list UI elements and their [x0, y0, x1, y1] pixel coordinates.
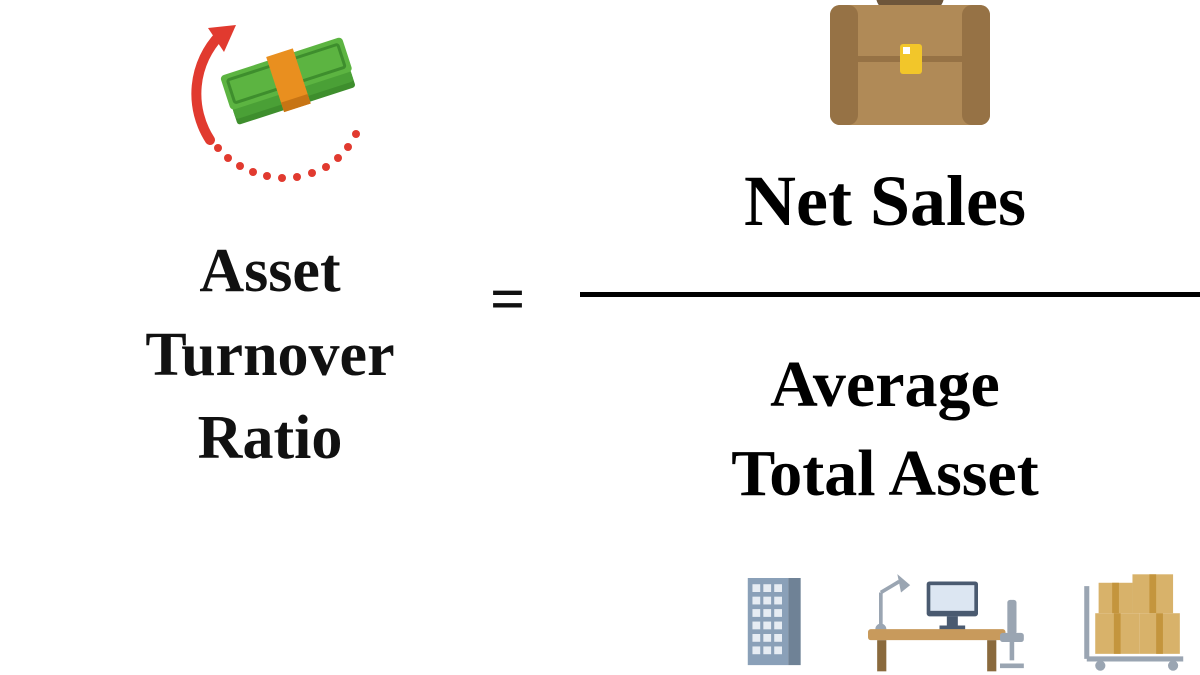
numerator: Net Sales	[570, 160, 1200, 243]
left-label: Asset Turnover Ratio	[60, 230, 480, 481]
left-label-line-1: Asset	[60, 230, 480, 314]
formula-stage: Asset Turnover Ratio =	[0, 0, 1200, 675]
briefcase-icon	[800, 0, 1020, 150]
left-column: Asset Turnover Ratio	[60, 0, 480, 675]
equals-sign: =	[490, 265, 525, 336]
money-stack-icon	[180, 0, 400, 200]
assets-icon-row	[740, 560, 1190, 675]
right-column: Net Sales Average Total Asset	[570, 0, 1200, 675]
desk-icon	[860, 565, 1030, 675]
denominator-line-1: Average	[570, 340, 1200, 429]
left-label-line-2: Turnover	[60, 314, 480, 398]
boxes-icon	[1080, 565, 1190, 675]
left-label-line-3: Ratio	[60, 397, 480, 481]
building-icon	[740, 565, 810, 675]
denominator-line-2: Total Asset	[570, 429, 1200, 518]
denominator: Average Total Asset	[570, 340, 1200, 518]
fraction-bar	[580, 292, 1200, 297]
